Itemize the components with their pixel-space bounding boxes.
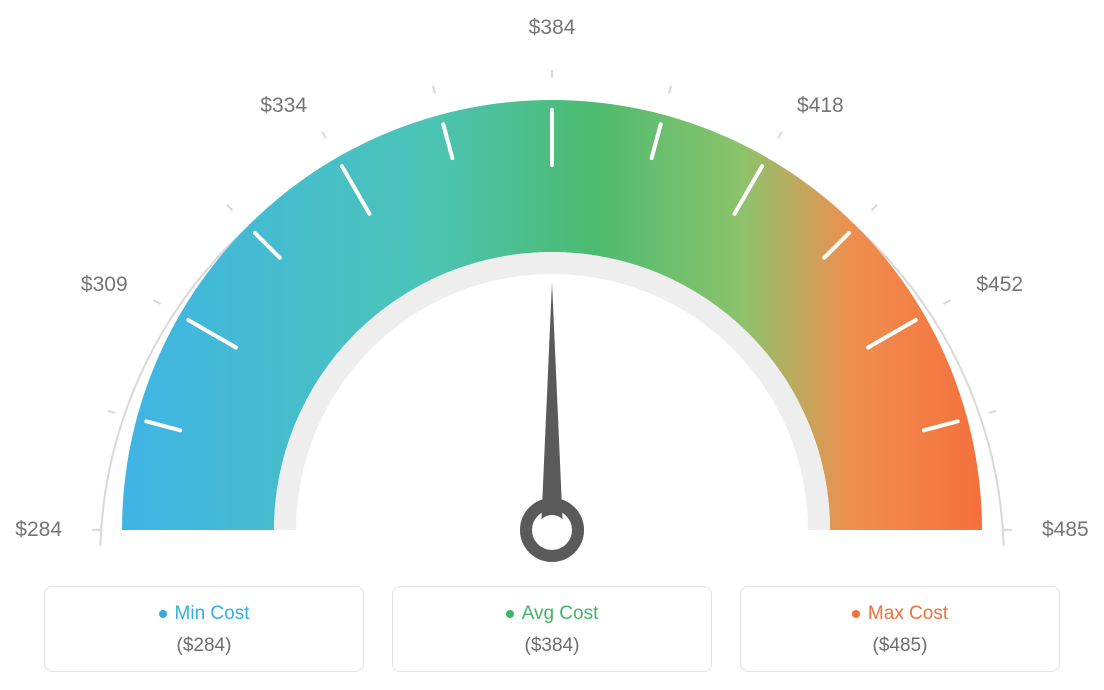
gauge-tick-label: $384 — [529, 16, 576, 40]
legend-value-min: ($284) — [55, 635, 353, 657]
legend-title-avg: Avg Cost — [522, 603, 599, 625]
legend-value-max: ($485) — [751, 635, 1049, 657]
legend-title-row-max: Max Cost — [751, 603, 1049, 625]
gauge-tick-label: $418 — [797, 94, 844, 118]
gauge-tick-label: $485 — [1042, 518, 1089, 542]
legend-dot-max — [852, 610, 860, 618]
gauge-tick-label: $309 — [81, 273, 128, 297]
cost-gauge-chart: $284 $309 $334 $384 $418 $452 $485 — [0, 0, 1104, 560]
legend-card-avg: Avg Cost ($384) — [392, 586, 712, 672]
gauge-tick-label: $334 — [260, 94, 307, 118]
gauge-tick-label: $452 — [976, 273, 1023, 297]
legend-title-min: Min Cost — [175, 603, 250, 625]
legend-card-max: Max Cost ($485) — [740, 586, 1060, 672]
gauge-tick-label: $284 — [15, 518, 62, 542]
legend-title-max: Max Cost — [868, 603, 948, 625]
gauge-svg — [32, 30, 1072, 590]
legend-dot-min — [159, 610, 167, 618]
legend-title-row-min: Min Cost — [55, 603, 353, 625]
legend-card-min: Min Cost ($284) — [44, 586, 364, 672]
legend-row: Min Cost ($284) Avg Cost ($384) Max Cost… — [0, 586, 1104, 672]
legend-title-row-avg: Avg Cost — [403, 603, 701, 625]
legend-value-avg: ($384) — [403, 635, 701, 657]
legend-dot-avg — [506, 610, 514, 618]
